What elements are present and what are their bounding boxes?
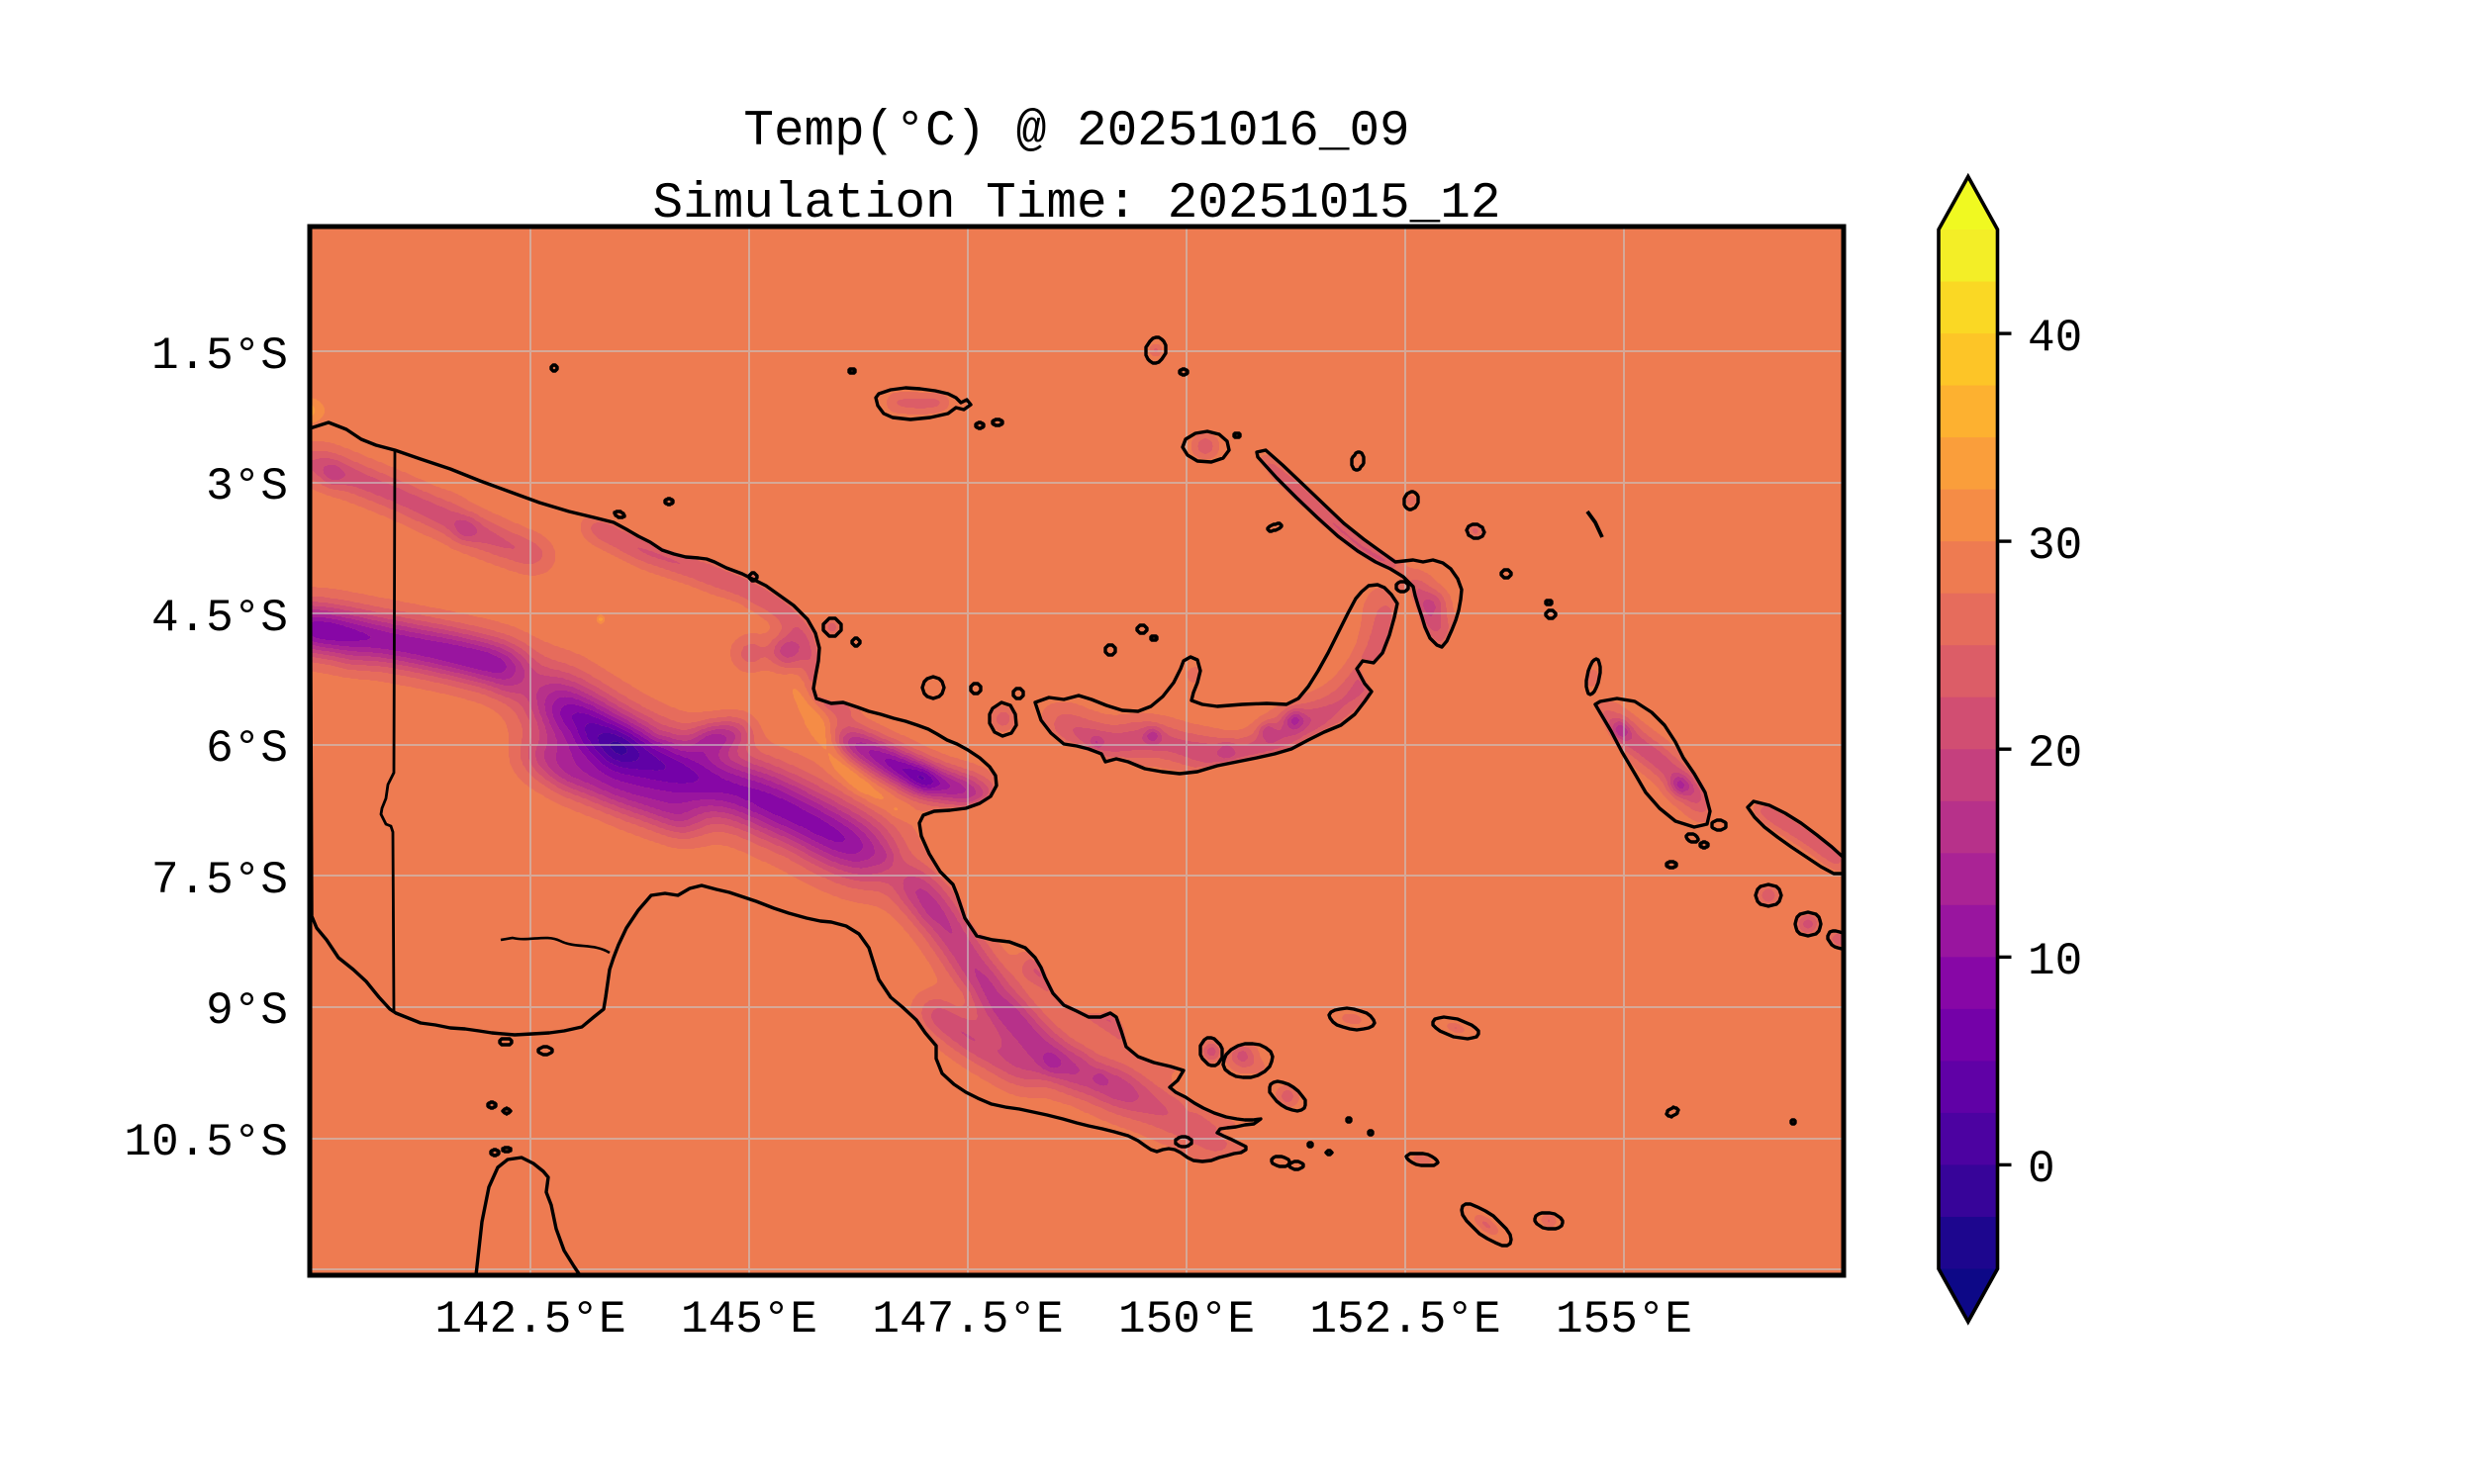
svg-text:9°S: 9°S xyxy=(206,985,288,1037)
svg-text:145°E: 145°E xyxy=(681,1294,817,1345)
svg-text:30: 30 xyxy=(2028,520,2082,572)
svg-text:10.5°S: 10.5°S xyxy=(124,1117,288,1168)
svg-text:7.5°S: 7.5°S xyxy=(151,855,288,906)
svg-text:40: 40 xyxy=(2028,313,2082,364)
svg-text:Simulation Time: 20251015_12: Simulation Time: 20251015_12 xyxy=(653,176,1501,232)
svg-text:6°S: 6°S xyxy=(206,723,288,775)
svg-text:155°E: 155°E xyxy=(1556,1294,1692,1345)
svg-text:147.5°E: 147.5°E xyxy=(872,1294,1063,1345)
svg-text:142.5°E: 142.5°E xyxy=(434,1294,625,1345)
svg-text:3°S: 3°S xyxy=(206,461,288,512)
svg-text:Temp(°C) @ 20251016_09: Temp(°C) @ 20251016_09 xyxy=(743,104,1409,160)
svg-text:20: 20 xyxy=(2028,728,2082,780)
svg-text:1.5°S: 1.5°S xyxy=(151,330,288,382)
svg-text:4.5°S: 4.5°S xyxy=(151,593,288,644)
svg-text:152.5°E: 152.5°E xyxy=(1309,1294,1500,1345)
svg-text:10: 10 xyxy=(2028,936,2082,987)
svg-text:150°E: 150°E xyxy=(1118,1294,1255,1345)
svg-text:0: 0 xyxy=(2028,1144,2055,1195)
